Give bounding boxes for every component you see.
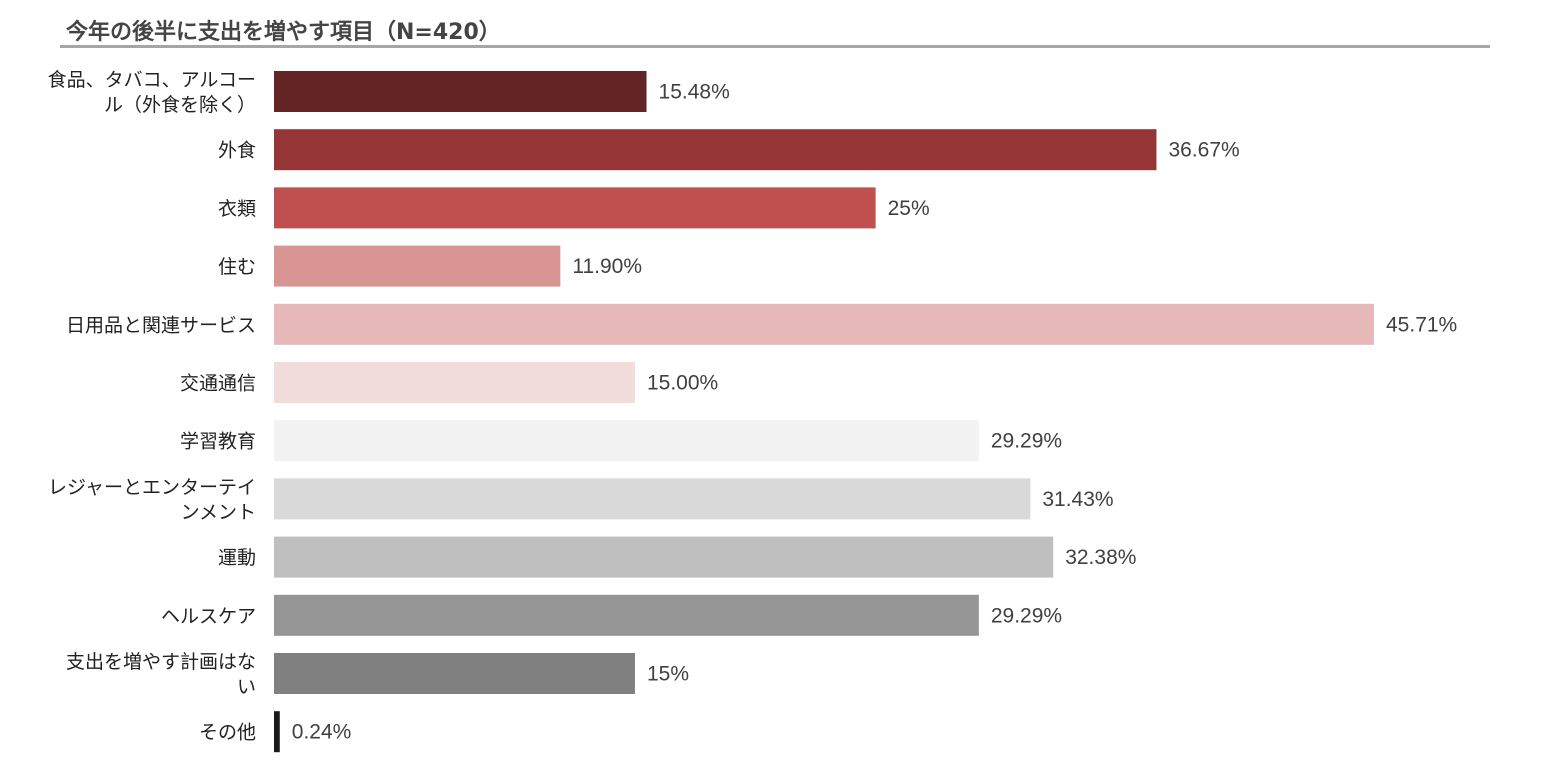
bar-4 (274, 245, 561, 287)
bar-3 (274, 187, 876, 229)
category-label-1: 食品、タバコ、アルコール（外食を除く） (48, 69, 256, 116)
bar-7 (274, 420, 979, 462)
value-label-6: 15.00% (647, 372, 718, 395)
value-label-7: 29.29% (991, 430, 1062, 453)
title-divider (60, 45, 1490, 48)
value-label-2: 36.67% (1168, 139, 1239, 162)
value-label-9: 32.38% (1065, 546, 1136, 569)
bar-9 (274, 536, 1054, 578)
value-label-8: 31.43% (1042, 488, 1113, 511)
category-label-7: 学習教育 (180, 431, 256, 453)
value-label-3: 25% (888, 197, 930, 220)
bar-10 (274, 594, 979, 636)
bar-1 (274, 71, 647, 112)
category-label-12: その他 (199, 722, 256, 744)
value-label-4: 11.90% (572, 255, 642, 278)
bar-6 (274, 362, 635, 403)
value-label-1: 15.48% (659, 81, 730, 104)
category-label-4: 住む (218, 256, 256, 278)
category-label-5: 日用品と関連サービス (66, 314, 256, 336)
value-label-12: 0.24% (292, 721, 352, 744)
category-label-2: 外食 (218, 140, 256, 162)
category-label-11: 支出を増やす計画はない (66, 651, 256, 698)
bar-2 (274, 129, 1157, 171)
chart-title: 今年の後半に支出を増やす項目（N=420） (66, 20, 501, 45)
category-label-3: 衣類 (218, 198, 256, 220)
bar-11 (274, 653, 635, 694)
value-label-11: 15% (647, 663, 689, 686)
value-label-5: 45.71% (1386, 313, 1457, 336)
category-label-6: 交通通信 (180, 373, 256, 395)
bar-12 (274, 711, 280, 753)
bar-8 (274, 478, 1031, 520)
bar-5 (274, 303, 1374, 345)
category-label-8: レジャーとエンターテインメント (48, 476, 256, 523)
category-label-9: 運動 (218, 547, 256, 569)
category-label-10: ヘルスケア (161, 605, 256, 627)
value-label-10: 29.29% (991, 604, 1062, 627)
